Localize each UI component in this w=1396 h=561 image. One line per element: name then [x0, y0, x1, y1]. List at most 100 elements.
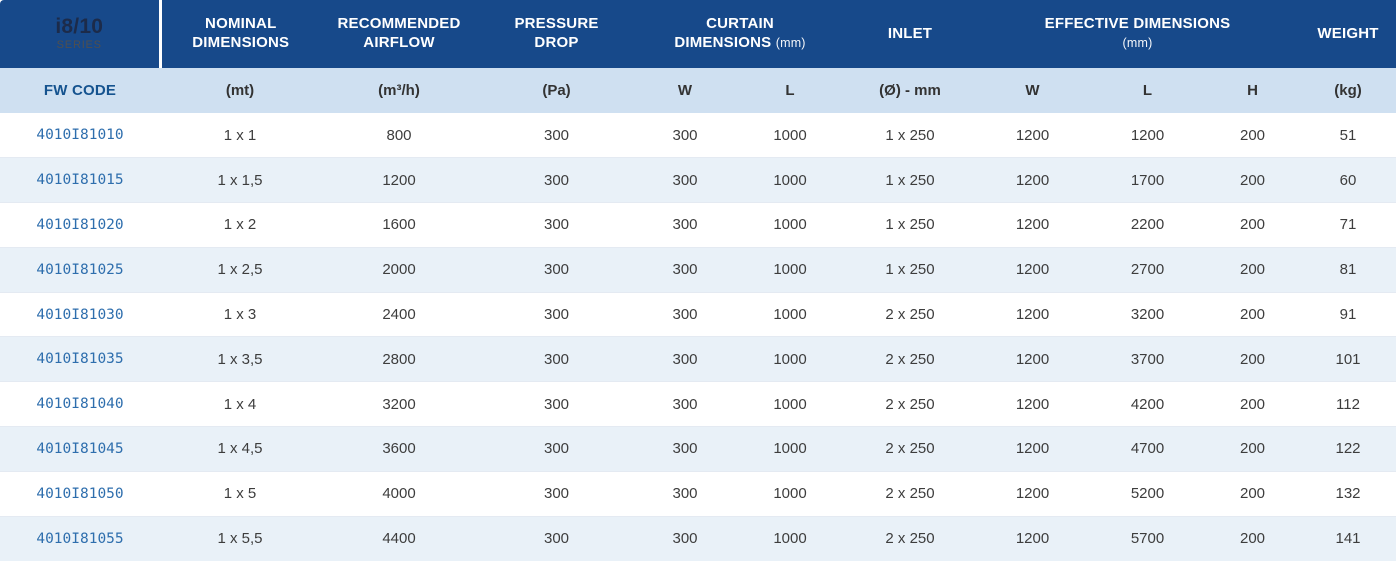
series-subtitle: SERIES — [56, 38, 102, 51]
weight-cell: 122 — [1300, 426, 1396, 472]
series-badge: i8/10 SERIES — [0, 0, 162, 68]
curtain-length-cell: 1000 — [735, 157, 845, 203]
inlet-cell: 2 x 250 — [845, 470, 975, 517]
effective-width-cell: 1200 — [975, 291, 1090, 337]
fw-code-link[interactable]: 4010I81030 — [0, 291, 160, 337]
airflow-cell: 1200 — [320, 157, 478, 203]
col-header-nominal-dimensions: NOMINAL DIMENSIONS — [160, 0, 320, 68]
effective-width-cell: 1200 — [975, 246, 1090, 293]
table-row: 4010I81030 1 x 3 2400 300 300 1000 2 x 2… — [0, 291, 1396, 337]
fw-code-link[interactable]: 4010I81045 — [0, 426, 160, 472]
effective-width-cell: 1200 — [975, 426, 1090, 472]
inlet-cell: 1 x 250 — [845, 246, 975, 293]
airflow-cell: 2000 — [320, 246, 478, 293]
fw-code-link[interactable]: 4010I81020 — [0, 202, 160, 248]
airflow-cell: 2400 — [320, 291, 478, 337]
nominal-dimensions-cell: 1 x 1,5 — [160, 157, 320, 203]
effective-width-cell: 1200 — [975, 381, 1090, 427]
curtain-length-cell: 1000 — [735, 470, 845, 517]
curtain-width-cell: 300 — [635, 157, 735, 203]
weight-cell: 91 — [1300, 291, 1396, 337]
effective-height-cell: 200 — [1205, 202, 1301, 248]
effective-w-header: W — [975, 68, 1090, 113]
inlet-cell: 2 x 250 — [845, 426, 975, 472]
pressure-drop-cell: 300 — [478, 381, 635, 427]
airflow-cell: 4000 — [320, 470, 478, 517]
curtain-unit: (mm) — [775, 36, 806, 50]
table-row: 4010I81055 1 x 5,5 4400 300 300 1000 2 x… — [0, 515, 1396, 561]
effective-height-cell: 200 — [1205, 336, 1301, 382]
curtain-length-cell: 1000 — [735, 291, 845, 337]
curtain-width-cell: 300 — [635, 202, 735, 248]
weight-cell: 71 — [1300, 202, 1396, 248]
fw-code-link[interactable]: 4010I81055 — [0, 515, 160, 561]
curtain-length-cell: 1000 — [735, 336, 845, 382]
effective-height-cell: 200 — [1205, 157, 1301, 203]
curtain-width-cell: 300 — [635, 470, 735, 517]
weight-cell: 112 — [1300, 381, 1396, 427]
curtain-length-cell: 1000 — [735, 426, 845, 472]
pressure-unit-header: (Pa) — [478, 68, 635, 113]
fw-code-link[interactable]: 4010I81015 — [0, 157, 160, 203]
curtain-length-cell: 1000 — [735, 381, 845, 427]
effective-l-header: L — [1090, 68, 1205, 113]
inlet-cell: 1 x 250 — [845, 157, 975, 203]
table-row: 4010I81020 1 x 2 1600 300 300 1000 1 x 2… — [0, 202, 1396, 248]
weight-cell: 81 — [1300, 246, 1396, 293]
effective-height-cell: 200 — [1205, 470, 1301, 517]
weight-cell: 101 — [1300, 336, 1396, 382]
table-row: 4010I81045 1 x 4,5 3600 300 300 1000 2 x… — [0, 426, 1396, 472]
fw-code-header: FW CODE — [0, 68, 160, 113]
table-row: 4010I81025 1 x 2,5 2000 300 300 1000 1 x… — [0, 246, 1396, 293]
effective-width-cell: 1200 — [975, 202, 1090, 248]
fw-code-link[interactable]: 4010I81050 — [0, 470, 160, 517]
col-header-inlet: INLET — [845, 0, 975, 68]
inlet-unit-header: (Ø) - mm — [845, 68, 975, 113]
airflow-cell: 3200 — [320, 381, 478, 427]
effective-height-cell: 200 — [1205, 246, 1301, 293]
pressure-drop-cell: 300 — [478, 202, 635, 248]
curtain-length-cell: 1000 — [773, 126, 807, 144]
effective-height-cell: 200 — [1239, 126, 1266, 144]
col-header-weight: WEIGHT — [1300, 0, 1396, 68]
inlet-cell: 2 x 250 — [845, 381, 975, 427]
effective-width-cell: 1200 — [975, 470, 1090, 517]
airflow-cell: 2800 — [320, 336, 478, 382]
weight-cell: 141 — [1300, 515, 1396, 561]
airflow-cell: 1600 — [320, 202, 478, 248]
fw-code-link[interactable]: 4010I81035 — [0, 336, 160, 382]
effective-height-cell: 200 — [1205, 515, 1301, 561]
curtain-length-cell: 1000 — [735, 515, 845, 561]
curtain-width-cell: 300 — [635, 426, 735, 472]
effective-unit: (mm) — [1122, 36, 1153, 50]
effective-length-cell: 3200 — [1090, 291, 1205, 337]
effective-length-cell: 4700 — [1090, 426, 1205, 472]
table-body: 4010I81010 1 x 1 800 300 300 1000 1 x 25… — [0, 113, 1396, 561]
inlet-cell: 2 x 250 — [845, 515, 975, 561]
weight-cell: 51 — [1339, 126, 1357, 144]
table-row: 4010I81035 1 x 3,5 2800 300 300 1000 2 x… — [0, 336, 1396, 382]
effective-length-cell: 5200 — [1090, 470, 1205, 517]
effective-length-cell: 1200 — [1130, 126, 1165, 144]
inlet-cell: 1 x 250 — [885, 126, 935, 144]
table-row: 4010I81010 1 x 1 800 300 300 1000 1 x 25… — [0, 113, 1396, 158]
airflow-cell: 4400 — [320, 515, 478, 561]
table-row: 4010I81040 1 x 4 3200 300 300 1000 2 x 2… — [0, 381, 1396, 427]
nominal-dimensions-cell: 1 x 1 — [223, 126, 257, 144]
nominal-dimensions-cell: 1 x 4 — [160, 381, 320, 427]
effective-length-cell: 3700 — [1090, 336, 1205, 382]
pressure-drop-cell: 300 — [478, 291, 635, 337]
effective-length-cell: 4200 — [1090, 381, 1205, 427]
curtain-width-cell: 300 — [635, 291, 735, 337]
inlet-cell: 1 x 250 — [845, 202, 975, 248]
pressure-drop-cell: 300 — [478, 515, 635, 561]
fw-code-link[interactable]: 4010I81040 — [0, 381, 160, 427]
effective-width-cell: 1200 — [1015, 126, 1050, 144]
effective-width-cell: 1200 — [975, 515, 1090, 561]
weight-cell: 60 — [1300, 157, 1396, 203]
effective-height-cell: 200 — [1205, 381, 1301, 427]
fw-code-link[interactable]: 4010I81010 — [36, 127, 124, 144]
series-title: i8/10 — [55, 14, 104, 38]
inlet-cell: 2 x 250 — [845, 291, 975, 337]
fw-code-link[interactable]: 4010I81025 — [0, 246, 160, 293]
